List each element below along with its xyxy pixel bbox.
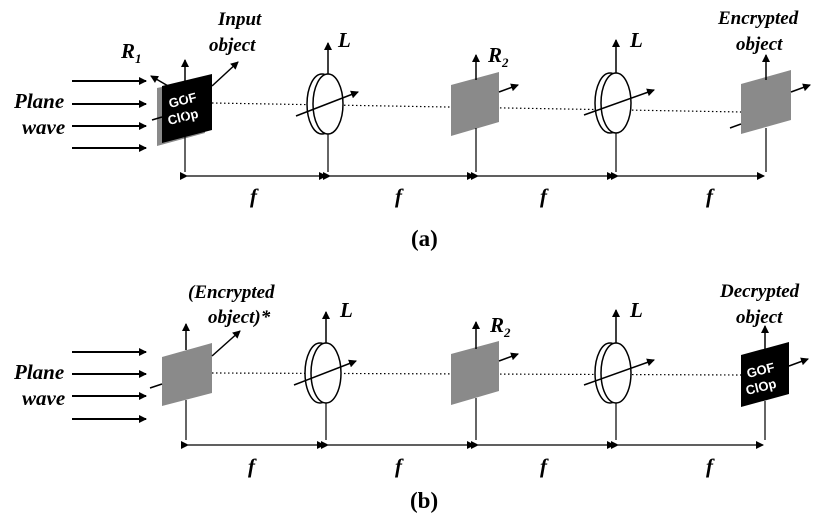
plane-wave-arrows-b <box>72 348 147 423</box>
lens-2-b <box>583 309 655 440</box>
plane-wave-b-label-line1: Plane <box>13 360 64 384</box>
f-label-a1: f <box>250 184 259 208</box>
plane-wave-b-label-line2: wave <box>22 386 65 410</box>
lens-1 <box>295 42 359 172</box>
lens-2-label: L <box>629 28 643 52</box>
r2-label: R2 <box>487 43 509 70</box>
r1-label: R1 <box>120 39 142 66</box>
input-object-label-line2: object <box>209 35 256 56</box>
decrypted-object-plate: GOF ClOp <box>741 325 809 440</box>
conjugate-encrypted-plate <box>149 323 241 440</box>
conjugate-label-line1: (Encrypted <box>188 282 275 303</box>
plane-wave-label-line2: wave <box>22 115 65 139</box>
encrypted-object-plate <box>729 54 811 172</box>
f-label-a4: f <box>706 184 715 208</box>
encrypted-object-label-line1: Encrypted <box>717 8 799 29</box>
input-object-label-line1: Input <box>217 9 262 30</box>
lens-2 <box>583 39 655 172</box>
decrypted-label-line1: Decrypted <box>719 281 800 302</box>
f-label-b2: f <box>395 454 404 478</box>
panel-b: Plane wave (Encrypted object)* L <box>13 281 809 513</box>
caption-a: (a) <box>411 226 438 251</box>
decrypted-text-line2: ClOp <box>744 376 778 398</box>
r2-b-label: R2 <box>489 313 511 340</box>
lens-1-b <box>293 311 357 440</box>
lens-1-b-label: L <box>339 298 353 322</box>
lens-2-b-label: L <box>629 298 643 322</box>
input-object-plate: GOF ClOp <box>150 59 239 172</box>
f-label-a3: f <box>540 184 549 208</box>
plane-wave-arrows <box>72 77 147 152</box>
caption-b: (b) <box>410 488 438 513</box>
f-label-b3: f <box>540 454 549 478</box>
panel-a: Plane wave GOF ClOp R1 Input object L <box>13 8 811 251</box>
encrypted-object-label-line2: object <box>736 34 783 55</box>
r2-plate <box>451 54 519 172</box>
lens-1-label: L <box>337 28 351 52</box>
conjugate-label-line2: object)* <box>208 307 271 328</box>
decrypted-text-line1: GOF <box>745 360 776 381</box>
r2-plate-b <box>451 321 519 440</box>
object-text-line1: GOF <box>167 90 198 111</box>
decrypted-label-line2: object <box>736 307 783 328</box>
plane-wave-label-line1: Plane <box>13 89 64 113</box>
f-label-b1: f <box>248 454 257 478</box>
f-label-b4: f <box>706 454 715 478</box>
f-label-a2: f <box>395 184 404 208</box>
object-text-line2: ClOp <box>166 106 200 128</box>
